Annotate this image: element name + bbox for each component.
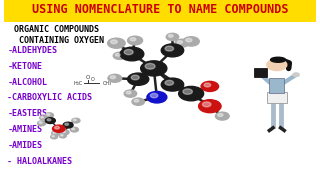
Circle shape: [161, 78, 184, 91]
Circle shape: [183, 89, 192, 94]
Text: CONTAINING OXYGEN: CONTAINING OXYGEN: [13, 36, 104, 45]
Circle shape: [37, 121, 46, 126]
Circle shape: [108, 38, 125, 48]
Circle shape: [63, 122, 73, 128]
Circle shape: [124, 50, 133, 55]
Circle shape: [293, 73, 299, 76]
Circle shape: [161, 44, 184, 57]
Circle shape: [61, 130, 69, 135]
Circle shape: [175, 39, 189, 47]
Circle shape: [215, 112, 229, 120]
Circle shape: [52, 131, 60, 136]
Circle shape: [165, 80, 173, 85]
Circle shape: [130, 38, 136, 41]
Circle shape: [204, 83, 211, 87]
Circle shape: [218, 113, 223, 116]
Circle shape: [132, 98, 144, 105]
Text: -ALDEHYDES: -ALDEHYDES: [7, 46, 57, 55]
Circle shape: [60, 135, 63, 136]
Text: -EASTERS: -EASTERS: [7, 109, 47, 118]
Circle shape: [183, 37, 199, 46]
Circle shape: [45, 113, 53, 118]
Circle shape: [39, 122, 42, 123]
Circle shape: [73, 119, 76, 121]
Text: -AMIDES: -AMIDES: [7, 141, 42, 150]
Circle shape: [72, 128, 75, 130]
Circle shape: [147, 91, 167, 103]
Circle shape: [55, 126, 60, 129]
Circle shape: [51, 135, 58, 139]
Circle shape: [131, 75, 139, 80]
Circle shape: [150, 93, 158, 98]
Text: H₃C: H₃C: [73, 81, 82, 86]
FancyBboxPatch shape: [267, 92, 287, 103]
Circle shape: [108, 74, 122, 82]
Circle shape: [111, 40, 117, 44]
FancyBboxPatch shape: [254, 68, 267, 77]
Circle shape: [201, 81, 219, 91]
Text: O: O: [86, 75, 91, 80]
Circle shape: [141, 61, 167, 76]
Circle shape: [52, 136, 54, 137]
Text: -AMINES: -AMINES: [7, 125, 42, 134]
Circle shape: [120, 47, 144, 61]
Circle shape: [199, 100, 221, 113]
FancyBboxPatch shape: [4, 0, 316, 22]
Circle shape: [168, 35, 173, 37]
Text: - HALOALKANES: - HALOALKANES: [7, 157, 72, 166]
Circle shape: [113, 52, 126, 59]
Text: CH₃: CH₃: [102, 81, 111, 86]
Text: -ALCOHOL: -ALCOHOL: [7, 78, 47, 87]
Circle shape: [53, 132, 56, 133]
Circle shape: [41, 117, 44, 118]
Circle shape: [124, 90, 137, 97]
Text: -CARBOXYLIC ACIDS: -CARBOXYLIC ACIDS: [7, 93, 92, 102]
Ellipse shape: [271, 57, 285, 62]
Circle shape: [126, 91, 131, 94]
Circle shape: [45, 118, 55, 123]
Circle shape: [110, 76, 116, 79]
Circle shape: [52, 125, 65, 132]
Circle shape: [47, 114, 50, 115]
Circle shape: [203, 102, 211, 107]
Circle shape: [40, 116, 47, 120]
Circle shape: [70, 127, 78, 132]
Text: O: O: [91, 77, 95, 82]
Text: -KETONE: -KETONE: [7, 62, 42, 71]
FancyBboxPatch shape: [269, 78, 284, 93]
Circle shape: [177, 40, 182, 44]
Circle shape: [47, 119, 51, 121]
Text: ORGANIC COMPOUNDS: ORGANIC COMPOUNDS: [13, 25, 99, 34]
Circle shape: [134, 99, 139, 102]
Circle shape: [62, 131, 65, 132]
Text: USING NOMENCLATURE TO NAME COMPOUNDS: USING NOMENCLATURE TO NAME COMPOUNDS: [32, 3, 288, 16]
Circle shape: [65, 123, 68, 125]
Circle shape: [179, 86, 204, 101]
Circle shape: [128, 73, 149, 85]
Circle shape: [267, 59, 287, 71]
Circle shape: [145, 63, 155, 69]
Circle shape: [116, 53, 120, 56]
Circle shape: [186, 38, 192, 42]
Circle shape: [166, 33, 179, 40]
Circle shape: [72, 118, 80, 123]
Circle shape: [128, 36, 142, 45]
Circle shape: [60, 134, 66, 138]
Circle shape: [165, 46, 173, 51]
